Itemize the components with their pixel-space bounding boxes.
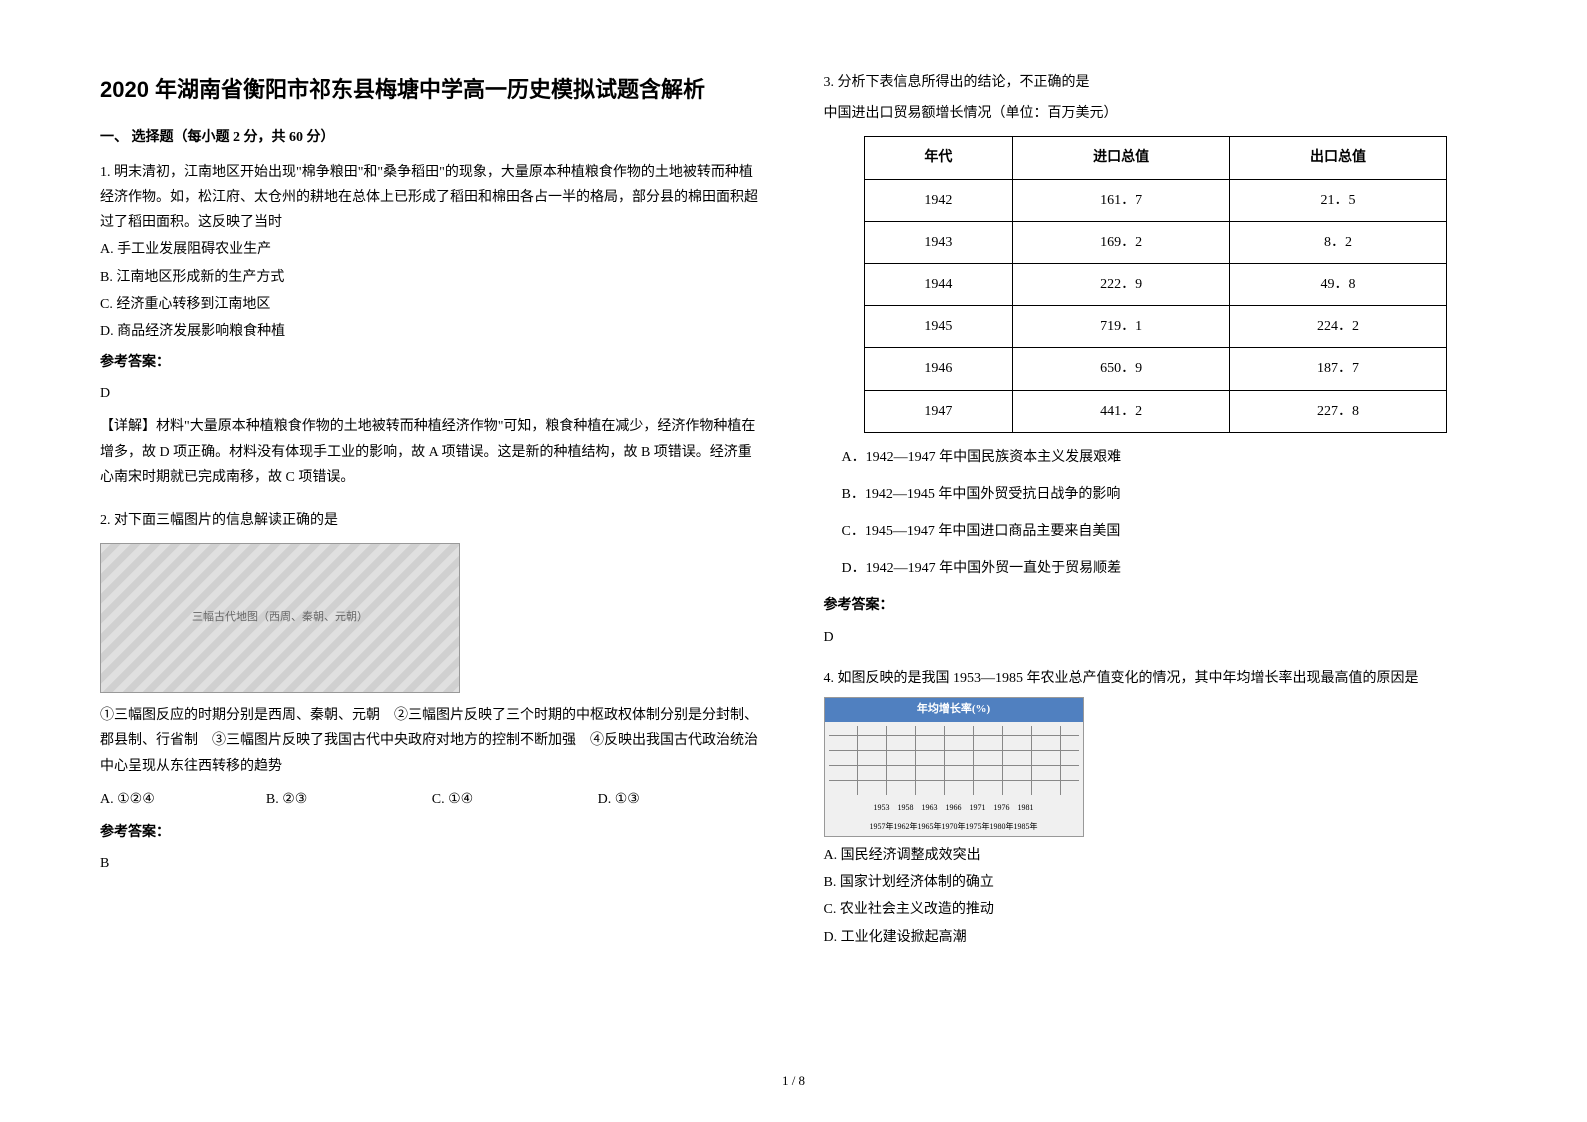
table-cell: 8．2 (1230, 221, 1447, 263)
q3-table: 年代 进口总值 出口总值 1942161．721．51943169．28．219… (864, 136, 1448, 432)
q3-option-b: B．1942—1945 年中国外贸受抗日战争的影响 (824, 482, 1488, 507)
q3-stem: 3. 分析下表信息所得出的结论，不正确的是 (824, 70, 1488, 95)
table-cell: 1944 (864, 263, 1013, 305)
table-cell: 227．8 (1230, 390, 1447, 432)
q4-stem: 4. 如图反映的是我国 1953—1985 年农业总产值变化的情况，其中年均增长… (824, 666, 1488, 691)
q4-option-c: C. 农业社会主义改造的推动 (824, 897, 1488, 922)
q4-chart-title: 年均增长率(%) (825, 698, 1083, 722)
question-1: 1. 明末清初，江南地区开始出现"棉争粮田"和"桑争稻田"的现象，大量原本种植粮… (100, 160, 764, 500)
table-row: 1944222．949．8 (864, 263, 1447, 305)
table-cell: 224．2 (1230, 306, 1447, 348)
th-year: 年代 (864, 137, 1013, 179)
question-4: 4. 如图反映的是我国 1953—1985 年农业总产值变化的情况，其中年均增长… (824, 666, 1488, 952)
table-cell: 650．9 (1013, 348, 1230, 390)
table-cell: 1943 (864, 221, 1013, 263)
q2-answer: B (100, 851, 764, 876)
table-cell: 1947 (864, 390, 1013, 432)
q3-option-d: D．1942—1947 年中国外贸一直处于贸易顺差 (824, 556, 1488, 581)
q3-answer: D (824, 625, 1488, 650)
q2-statements: ①三幅图反应的时期分别是西周、秦朝、元朝 ②三幅图片反映了三个时期的中枢政权体制… (100, 703, 764, 779)
table-cell: 169．2 (1013, 221, 1230, 263)
table-row: 1946650．9187．7 (864, 348, 1447, 390)
page-footer: 1 / 8 (782, 1069, 805, 1092)
table-cell: 1946 (864, 348, 1013, 390)
q1-option-c: C. 经济重心转移到江南地区 (100, 292, 764, 317)
table-cell: 1945 (864, 306, 1013, 348)
table-row: 1942161．721．5 (864, 179, 1447, 221)
q2-image-alt: 三幅古代地图（西周、秦朝、元朝） (192, 608, 368, 628)
exam-title: 2020 年湖南省衡阳市祁东县梅塘中学高一历史模拟试题含解析 (100, 70, 764, 110)
right-column: 3. 分析下表信息所得出的结论，不正确的是 中国进出口贸易额增长情况（单位：百万… (824, 70, 1488, 1092)
q2-option-b: B. ②③ (266, 787, 432, 812)
q3-option-c: C．1945—1947 年中国进口商品主要来自美国 (824, 519, 1488, 544)
q1-option-b: B. 江南地区形成新的生产方式 (100, 265, 764, 290)
q1-option-a: A. 手工业发展阻碍农业生产 (100, 237, 764, 262)
th-import: 进口总值 (1013, 137, 1230, 179)
table-cell: 21．5 (1230, 179, 1447, 221)
table-row: 1947441．2227．8 (864, 390, 1447, 432)
q2-answer-label: 参考答案： (100, 820, 764, 845)
table-cell: 49．8 (1230, 263, 1447, 305)
q4-option-a: A. 国民经济调整成效突出 (824, 843, 1488, 868)
table-cell: 187．7 (1230, 348, 1447, 390)
q4-chart: 年均增长率(%) 1953 1958 1963 1966 1971 1976 1… (824, 697, 1084, 837)
section-header: 一、 选择题（每小题 2 分，共 60 分） (100, 125, 764, 150)
q4-chart-xaxis-bottom: 1957年1962年1965年1970年1975年1980年1985年 (825, 818, 1083, 836)
table-row: 1943169．28．2 (864, 221, 1447, 263)
question-3: 3. 分析下表信息所得出的结论，不正确的是 中国进出口贸易额增长情况（单位：百万… (824, 70, 1488, 658)
q1-explanation: 【详解】材料"大量原本种植粮食作物的土地被转而种植经济作物"可知，粮食种植在减少… (100, 414, 764, 490)
th-export: 出口总值 (1230, 137, 1447, 179)
table-header-row: 年代 进口总值 出口总值 (864, 137, 1447, 179)
q2-options-row: A. ①②④ B. ②③ C. ①④ D. ①③ (100, 787, 764, 812)
table-cell: 1942 (864, 179, 1013, 221)
q1-option-d: D. 商品经济发展影响粮食种植 (100, 319, 764, 344)
q4-option-d: D. 工业化建设掀起高潮 (824, 925, 1488, 950)
table-cell: 161．7 (1013, 179, 1230, 221)
table-cell: 441．2 (1013, 390, 1230, 432)
q2-option-c: C. ①④ (432, 787, 598, 812)
q3-table-wrapper: 年代 进口总值 出口总值 1942161．721．51943169．28．219… (824, 136, 1488, 432)
q4-option-b: B. 国家计划经济体制的确立 (824, 870, 1488, 895)
q1-stem: 1. 明末清初，江南地区开始出现"棉争粮田"和"桑争稻田"的现象，大量原本种植粮… (100, 160, 764, 236)
q3-caption: 中国进出口贸易额增长情况（单位：百万美元） (824, 101, 1488, 126)
q3-answer-label: 参考答案： (824, 593, 1488, 618)
q2-option-a: A. ①②④ (100, 787, 266, 812)
q3-option-a: A．1942—1947 年中国民族资本主义发展艰难 (824, 445, 1488, 470)
q4-chart-xaxis-top: 1953 1958 1963 1966 1971 1976 1981 (825, 799, 1083, 817)
q1-answer: D (100, 381, 764, 406)
q1-answer-label: 参考答案： (100, 350, 764, 375)
table-cell: 719．1 (1013, 306, 1230, 348)
table-row: 1945719．1224．2 (864, 306, 1447, 348)
q4-chart-body (829, 726, 1079, 795)
table-cell: 222．9 (1013, 263, 1230, 305)
question-2: 2. 对下面三幅图片的信息解读正确的是 三幅古代地图（西周、秦朝、元朝） ①三幅… (100, 508, 764, 884)
left-column: 2020 年湖南省衡阳市祁东县梅塘中学高一历史模拟试题含解析 一、 选择题（每小… (100, 70, 764, 1092)
q2-maps-image: 三幅古代地图（西周、秦朝、元朝） (100, 543, 460, 693)
q2-stem: 2. 对下面三幅图片的信息解读正确的是 (100, 508, 764, 533)
q2-option-d: D. ①③ (598, 787, 764, 812)
